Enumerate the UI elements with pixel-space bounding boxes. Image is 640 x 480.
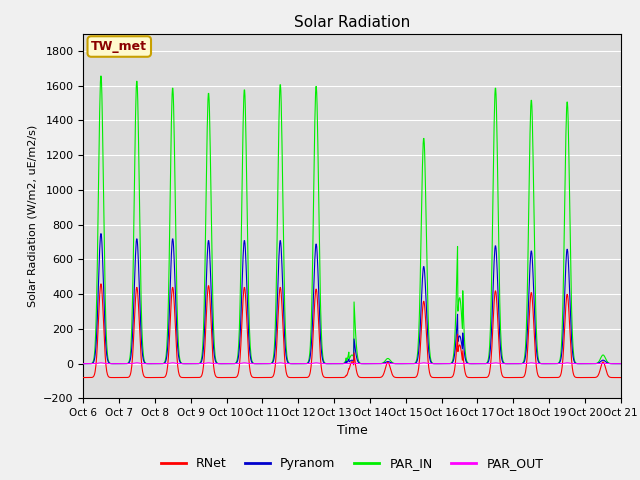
RNet [366, 375, 374, 381]
RNet [97, 281, 104, 287]
PAR_IN [186, 361, 194, 367]
PAR_OUT [199, 360, 207, 366]
PAR_IN [259, 361, 267, 367]
RNet [436, 375, 444, 381]
Pyranom [199, 349, 207, 355]
RNet [506, 375, 514, 381]
PAR_OUT [259, 361, 267, 367]
PAR_OUT [617, 361, 625, 367]
PAR_OUT [97, 360, 104, 366]
RNet [617, 375, 625, 381]
Pyranom [436, 361, 444, 367]
PAR_IN [97, 73, 104, 79]
RNet [186, 375, 194, 381]
PAR_OUT [79, 361, 87, 367]
PAR_IN [554, 360, 561, 366]
PAR_IN [436, 361, 444, 367]
PAR_IN [199, 336, 207, 341]
Pyranom [366, 361, 374, 367]
PAR_IN [366, 361, 374, 367]
X-axis label: Time: Time [337, 424, 367, 437]
Line: PAR_OUT: PAR_OUT [83, 363, 621, 364]
PAR_IN [506, 361, 514, 367]
RNet [259, 375, 267, 381]
Line: PAR_IN: PAR_IN [83, 76, 621, 364]
PAR_IN [79, 361, 87, 367]
PAR_IN [617, 361, 625, 367]
Pyranom [79, 361, 87, 367]
Y-axis label: Solar Radiation (W/m2, uE/m2/s): Solar Radiation (W/m2, uE/m2/s) [28, 125, 37, 307]
PAR_OUT [186, 361, 194, 367]
Title: Solar Radiation: Solar Radiation [294, 15, 410, 30]
Pyranom [97, 231, 104, 237]
PAR_OUT [436, 361, 444, 367]
Pyranom [506, 361, 514, 367]
Text: TW_met: TW_met [92, 40, 147, 53]
Pyranom [617, 361, 625, 367]
RNet [199, 366, 207, 372]
Pyranom [554, 360, 561, 366]
PAR_OUT [554, 361, 561, 367]
Legend: RNet, Pyranom, PAR_IN, PAR_OUT: RNet, Pyranom, PAR_IN, PAR_OUT [156, 452, 548, 475]
PAR_OUT [366, 361, 374, 367]
Pyranom [259, 361, 267, 367]
Line: Pyranom: Pyranom [83, 234, 621, 364]
Line: RNet: RNet [83, 284, 621, 378]
RNet [79, 375, 87, 381]
Pyranom [186, 361, 194, 367]
PAR_OUT [506, 361, 514, 367]
RNet [554, 374, 561, 380]
